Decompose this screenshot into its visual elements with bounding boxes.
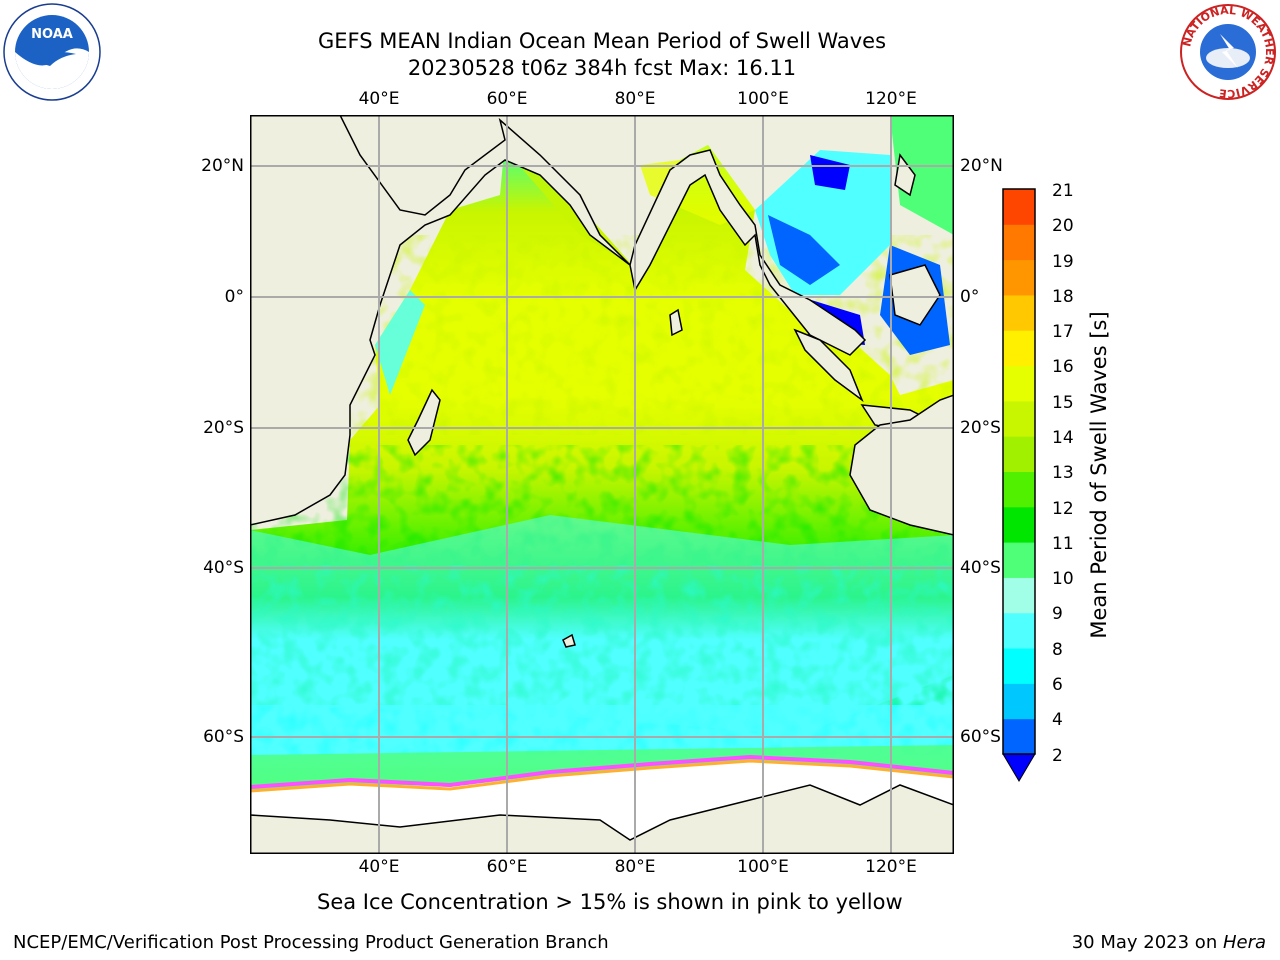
lat-label-right-0: 0° <box>960 287 980 307</box>
colorbar-tick-16: 16 <box>1052 357 1074 377</box>
lon-label-top-120e: 120°E <box>865 89 917 109</box>
colorbar-tick-8: 8 <box>1052 640 1063 660</box>
lon-label-top-60e: 60°E <box>486 89 528 109</box>
noaa-logo-text: NOAA <box>31 27 73 42</box>
map-frame <box>250 115 954 854</box>
lat-label-right-20n: 20°N <box>960 156 1003 176</box>
colorbar-band <box>1003 436 1035 472</box>
colorbar-band <box>1003 294 1035 331</box>
antarctica <box>250 754 954 854</box>
footer-host: Hera <box>1222 932 1266 953</box>
colorbar-band <box>1003 259 1035 296</box>
colorbar-band <box>1003 400 1035 437</box>
colorbar-tick-18: 18 <box>1052 287 1074 307</box>
colorbar-tick-21: 21 <box>1052 181 1074 201</box>
lon-label-bottom-60e: 60°E <box>486 857 528 877</box>
lat-label-left-0: 0° <box>224 287 244 307</box>
colorbar-tick-4: 4 <box>1052 710 1063 730</box>
noaa-logo: NOAA <box>2 2 102 102</box>
colorbar-band <box>1003 683 1035 720</box>
footer-date: 30 May 2023 on Hera <box>1072 932 1266 953</box>
lon-label-bottom-40e: 40°E <box>358 857 400 877</box>
colorbar <box>1002 188 1036 782</box>
svg-text:Mean Period of Swell Waves [s]: Mean Period of Swell Waves [s] <box>1087 311 1111 638</box>
footer-credit: NCEP/EMC/Verification Post Processing Pr… <box>13 932 609 953</box>
colorbar-tick-2: 2 <box>1052 746 1063 766</box>
colorbar-band <box>1003 648 1035 684</box>
chart-subtitle: 20230528 t06z 384h fcst Max: 16.11 <box>407 56 797 80</box>
map-canvas <box>250 115 954 854</box>
colorbar-band <box>1003 718 1035 755</box>
colorbar-band <box>1003 577 1035 614</box>
colorbar-tick-14: 14 <box>1052 428 1074 448</box>
colorbar-tick-17: 17 <box>1052 322 1074 342</box>
lat-label-right-60s: 60°S <box>960 727 1001 747</box>
lon-label-top-100e: 100°E <box>737 89 789 109</box>
lat-label-left-20s: 20°S <box>203 418 244 438</box>
nws-logo: NATIONAL WEATHER SERVICE <box>1178 2 1278 102</box>
colorbar-label: Mean Period of Swell Waves [s] <box>1087 311 1111 638</box>
colorbar-tick-19: 19 <box>1052 252 1074 272</box>
colorbar-tick-20: 20 <box>1052 216 1074 236</box>
graticule <box>250 115 954 854</box>
colorbar-tick-9: 9 <box>1052 604 1063 624</box>
lon-label-bottom-80e: 80°E <box>614 857 656 877</box>
colorbar-band <box>1003 542 1035 578</box>
colorbar-band <box>1003 330 1035 367</box>
lat-label-left-40s: 40°S <box>203 558 244 578</box>
colorbar-tick-6: 6 <box>1052 675 1063 695</box>
sea-ice-caption: Sea Ice Concentration > 15% is shown in … <box>317 890 903 914</box>
colorbar-band <box>1003 224 1035 261</box>
lon-label-top-80e: 80°E <box>614 89 656 109</box>
colorbar-band <box>1003 506 1035 543</box>
colorbar-band <box>1003 471 1035 508</box>
lat-label-left-60s: 60°S <box>203 727 244 747</box>
colorbar-band <box>1003 612 1035 649</box>
footer-date-text: 30 May 2023 on <box>1071 932 1223 953</box>
colorbar-frame <box>1002 188 1036 755</box>
colorbar-band <box>1003 365 1035 402</box>
colorbar-tick-11: 11 <box>1052 534 1074 554</box>
colorbar-tick-13: 13 <box>1052 463 1074 483</box>
colorbar-tick-12: 12 <box>1052 499 1074 519</box>
colorbar-band <box>1003 189 1035 225</box>
lat-label-right-20s: 20°S <box>960 418 1001 438</box>
colorbar-tick-15: 15 <box>1052 393 1074 413</box>
colorbar-extend-arrow <box>1002 753 1036 782</box>
lon-label-bottom-100e: 100°E <box>737 857 789 877</box>
lat-label-left-20n: 20°N <box>201 156 244 176</box>
lat-label-right-40s: 40°S <box>960 558 1001 578</box>
lon-label-top-40e: 40°E <box>358 89 400 109</box>
coastlines <box>250 115 954 648</box>
ocean-field <box>250 115 954 854</box>
lon-label-bottom-120e: 120°E <box>865 857 917 877</box>
chart-title: GEFS MEAN Indian Ocean Mean Period of Sw… <box>317 29 887 53</box>
colorbar-tick-10: 10 <box>1052 569 1074 589</box>
